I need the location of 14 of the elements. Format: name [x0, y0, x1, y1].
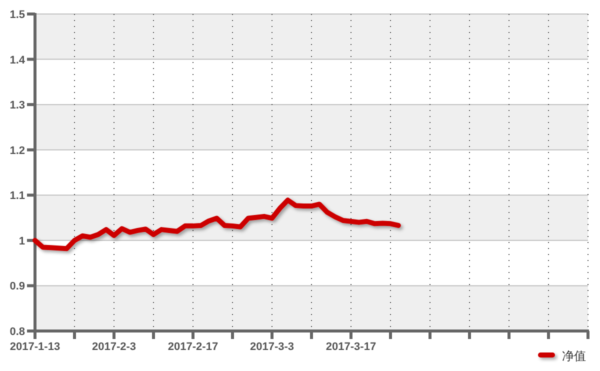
y-tick-label: 1.5	[10, 9, 25, 21]
y-tick-label: 1.4	[10, 54, 26, 66]
y-tick-label: 0.9	[10, 280, 25, 293]
legend-label: 净值	[562, 349, 586, 363]
x-tick-label: 2017-3-3	[250, 341, 294, 353]
y-tick-label: 0.8	[10, 326, 25, 338]
x-tick-label: 2017-2-17	[168, 341, 218, 353]
y-tick-label: 1.1	[10, 190, 25, 202]
y-tick-label: 1	[18, 235, 25, 248]
y-tick-label: 1.3	[10, 100, 25, 112]
y-tick-label: 1.2	[10, 144, 25, 157]
x-tick-label: 2017-1-13	[10, 341, 60, 353]
x-tick-label: 2017-3-17	[326, 341, 376, 353]
x-tick-label: 2017-2-3	[92, 341, 136, 353]
